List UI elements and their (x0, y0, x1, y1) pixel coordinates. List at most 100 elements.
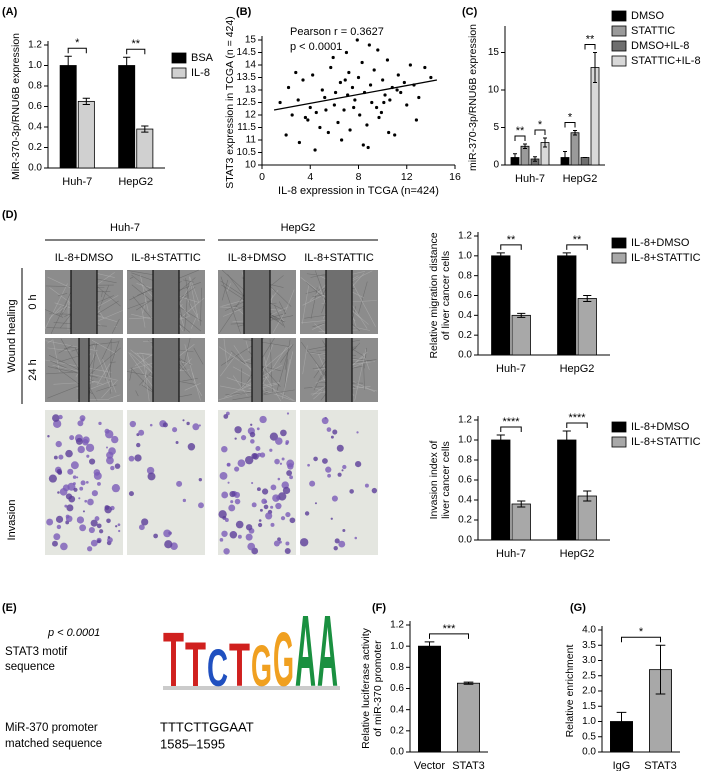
x-tick-label: 16 (449, 171, 461, 183)
scatter-point (284, 133, 288, 137)
texture (232, 389, 295, 401)
texture (101, 338, 112, 360)
texture (362, 353, 370, 371)
cell (87, 498, 94, 506)
cell (153, 533, 158, 539)
texture (186, 370, 203, 396)
texture (97, 286, 121, 307)
y-tick-label: 0.6 (28, 101, 42, 112)
cell (129, 420, 137, 428)
y-tick-label: 0.8 (390, 662, 404, 673)
cell (198, 424, 201, 427)
significance-bracket (621, 636, 661, 643)
texture (302, 345, 308, 375)
scatter-point (388, 98, 392, 102)
scatter-point (343, 78, 347, 82)
texture (221, 279, 229, 301)
cell (233, 531, 236, 534)
cell (256, 427, 260, 431)
scatter-point (294, 70, 298, 75)
bar (136, 128, 154, 169)
time-label: 0 h (27, 294, 39, 309)
texture (189, 276, 200, 303)
error-bar (517, 500, 526, 508)
scatter-point (338, 80, 343, 85)
cell (289, 517, 296, 524)
bar (511, 503, 531, 541)
y-tick-label: 10 (488, 85, 500, 96)
logo-letter: G (273, 616, 294, 703)
cell (90, 519, 98, 527)
cell (337, 472, 342, 477)
scatter-point (347, 70, 351, 75)
logo-letter: T (229, 630, 250, 699)
error-bar (463, 681, 474, 685)
scatter-point (395, 88, 399, 92)
cell (332, 429, 338, 435)
cell (96, 523, 102, 529)
error-bar (82, 97, 90, 105)
logo-letter: G (251, 633, 272, 699)
texture (101, 291, 103, 298)
texture (230, 350, 246, 365)
cell (333, 545, 338, 551)
cell (104, 505, 112, 514)
texture (285, 289, 295, 312)
panel-label: (D) (2, 209, 18, 221)
x-tick-label: 0 (259, 171, 265, 183)
cell (46, 518, 54, 526)
legend-swatch (611, 40, 627, 52)
scatter-point (355, 38, 359, 42)
cell (258, 519, 262, 522)
cell (69, 435, 75, 441)
cell (280, 516, 286, 521)
texture (53, 381, 99, 385)
wound-gap (252, 338, 262, 402)
scatter-point (329, 65, 333, 70)
cell (141, 518, 149, 526)
cell (88, 526, 95, 534)
texture (56, 355, 80, 363)
y-tick-label: 3.5 (582, 640, 596, 651)
scatter-point (383, 93, 387, 97)
cell (326, 427, 332, 432)
texture (351, 281, 376, 327)
cell (237, 534, 242, 539)
legend-swatch (611, 25, 627, 37)
cell (221, 491, 229, 499)
texture (314, 323, 327, 334)
texture (186, 297, 200, 320)
legend-label: IL-8+DMSO (631, 237, 690, 249)
texture (271, 288, 274, 291)
cell (52, 540, 58, 547)
bar (557, 255, 577, 356)
cell (98, 421, 102, 426)
cell (261, 498, 267, 505)
cell-line-label: Huh-7 (110, 222, 140, 234)
cell (164, 540, 173, 549)
y-tick-label: 14.5 (237, 47, 257, 58)
scatter-point (393, 133, 397, 137)
texture (243, 338, 290, 347)
scatter-point (331, 55, 335, 60)
cell (58, 414, 63, 420)
scatter-point (368, 83, 373, 87)
x-tick-label: HepG2 (563, 173, 598, 185)
cell (223, 414, 229, 419)
cell (221, 445, 228, 453)
cell (287, 463, 294, 470)
cell (265, 512, 273, 520)
error-bar (496, 434, 505, 446)
scatter-point (320, 88, 324, 92)
texture (105, 340, 120, 381)
cell (67, 468, 74, 475)
significance-bracket (429, 633, 469, 639)
texture (139, 371, 152, 386)
y-tick-label: 0.6 (390, 683, 404, 694)
wound-gap (326, 338, 352, 402)
x-tick-label: STAT3 (452, 760, 485, 771)
cell (263, 504, 269, 510)
significance-label: **** (568, 412, 586, 424)
row-group-label: Wound healing (6, 299, 18, 372)
condition-label: IL-8+DMSO (228, 252, 287, 264)
